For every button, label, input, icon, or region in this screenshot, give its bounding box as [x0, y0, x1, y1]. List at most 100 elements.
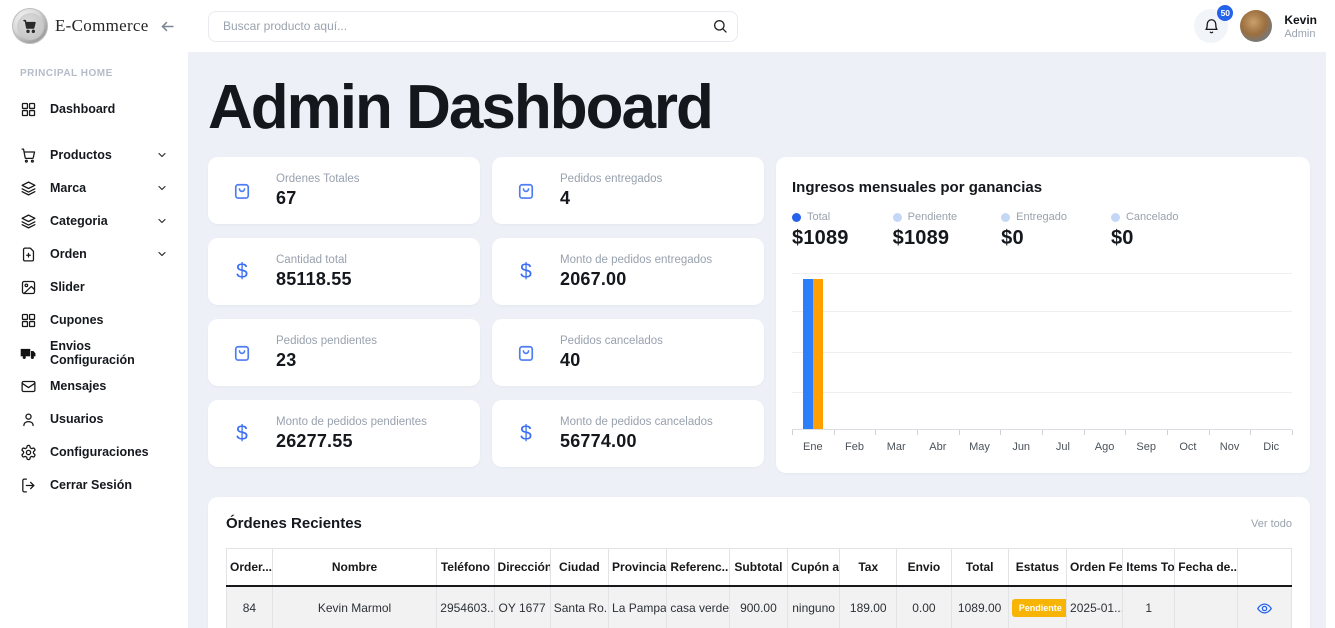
orders-title: Órdenes Recientes [226, 515, 362, 532]
view-all-link[interactable]: Ver todo [1251, 517, 1292, 530]
bar-total-ene[interactable] [802, 279, 813, 429]
legend-item-entregado[interactable]: Entregado $0 [1001, 211, 1067, 250]
col-header-total: Total [950, 548, 1009, 587]
stat-label: Monto de pedidos entregados [560, 253, 713, 266]
brand-header: E-Commerce [0, 0, 188, 52]
col-header-ciudad: Ciudad [549, 548, 610, 587]
legend-item-total[interactable]: Total $1089 [792, 211, 849, 250]
stat-label: Pedidos cancelados [560, 334, 663, 347]
sidebar-item-dashboard[interactable]: Dashboard [0, 93, 188, 125]
bar-group-ene[interactable] [802, 268, 823, 429]
bar-pendiente-ene[interactable] [812, 279, 823, 429]
legend-label: Cancelado [1125, 211, 1179, 223]
scrollbar-track[interactable] [1326, 52, 1335, 628]
col-header-actions [1236, 548, 1293, 587]
sidebar-item-label: Configuraciones [50, 445, 149, 459]
stat-value: 67 [276, 187, 297, 208]
sidebar-item-cerrar-sesion[interactable]: Cerrar Sesión [0, 469, 188, 501]
stat-label: Monto de pedidos cancelados [560, 415, 713, 428]
search-input[interactable] [208, 10, 738, 42]
legend-item-cancelado[interactable]: Cancelado $0 [1110, 211, 1179, 250]
sidebar-item-cupones[interactable]: Cupones [0, 304, 188, 336]
col-header-telefono: Teléfono [436, 548, 495, 587]
legend-label: Entregado [1016, 211, 1067, 223]
col-header-provincia: Provincia [608, 548, 668, 587]
legend-label: Pendiente [907, 211, 958, 223]
chart-legend: Total $1089 Pendiente $1089 Entregado $0 [792, 211, 1292, 250]
sidebar-item-slider[interactable]: Slider [0, 271, 188, 303]
stat-label: Pedidos entregados [560, 172, 663, 185]
grid-icon [21, 313, 36, 327]
col-header-order: Order... [226, 548, 273, 587]
sidebar-item-label: Envios Configuración [50, 339, 135, 367]
file-plus-icon [22, 246, 35, 262]
chart-title: Ingresos mensuales por ganancias [792, 179, 1043, 196]
cell-estatus: Pendiente [1007, 585, 1068, 628]
main-content: Admin Dashboard Ordenes Totales 67 Pedid… [188, 52, 1326, 628]
cell-provincia: La Pampa [608, 585, 668, 628]
col-header-orden-fecha: Orden Fe... [1066, 548, 1124, 587]
cell-nombre: Kevin Marmol [271, 585, 438, 628]
status-badge: Pendiente [1011, 599, 1066, 617]
sidebar-item-mensajes[interactable]: Mensajes [0, 370, 188, 402]
sidebar-item-label: Cupones [50, 313, 104, 327]
sidebar-item-configuraciones[interactable]: Configuraciones [0, 436, 188, 468]
cart-icon [21, 147, 36, 163]
chevron-down-icon[interactable] [156, 215, 168, 227]
legend-dot [892, 212, 902, 222]
cell-cupon: ninguno [787, 585, 841, 628]
month-label: Mar [886, 441, 906, 453]
legend-value: $1089 [792, 227, 849, 249]
bar-chart-plot [792, 268, 1292, 430]
month-label: Jul [1055, 441, 1070, 453]
view-order-eye-icon[interactable] [1256, 600, 1273, 617]
gear-icon [21, 444, 36, 460]
cell-envio: 0.00 [896, 585, 952, 628]
bag-icon [234, 183, 250, 199]
sidebar-item-usuarios[interactable]: Usuarios [0, 403, 188, 435]
stat-value: 85118.55 [276, 268, 352, 289]
sidebar-item-envios-configuracion[interactable]: Envios Configuración [0, 337, 188, 369]
chevron-down-icon[interactable] [156, 149, 168, 161]
notifications-button[interactable]: 50 [1194, 5, 1234, 43]
legend-item-pendiente[interactable]: Pendiente $1089 [892, 211, 958, 250]
topbar-user-area: 50 Kevin Admin [1194, 5, 1317, 43]
dollar-icon: $ [236, 259, 248, 283]
sidebar-item-label: Slider [50, 280, 85, 294]
image-icon [21, 280, 36, 294]
month-label: Oct [1179, 441, 1197, 453]
sidebar-item-marca[interactable]: Marca [0, 172, 188, 204]
legend-value: $1089 [892, 227, 950, 249]
cell-fecha-de [1174, 585, 1238, 628]
sidebar-item-productos[interactable]: Productos [0, 139, 188, 171]
dollar-icon: $ [520, 421, 532, 445]
avatar[interactable] [1240, 10, 1273, 42]
user-role: Admin [1284, 27, 1316, 40]
cart-logo-icon [16, 12, 44, 40]
stat-card-ordenes-totales: Ordenes Totales 67 [208, 157, 480, 224]
grid-icon [21, 102, 36, 116]
page-title: Admin Dashboard [208, 73, 714, 142]
chevron-down-icon[interactable] [156, 248, 168, 260]
sidebar-item-categoria[interactable]: Categoria [0, 205, 188, 237]
logout-icon [22, 477, 35, 493]
col-header-cupon: Cupón a... [787, 548, 841, 587]
chevron-down-icon[interactable] [156, 182, 168, 194]
recent-orders-card: Órdenes Recientes Ver todo Order... Nomb… [208, 497, 1310, 628]
brand-name: E-Commerce [55, 16, 149, 35]
sidebar-item-orden[interactable]: Orden [0, 238, 188, 270]
col-header-direccion: Dirección [493, 548, 551, 587]
stat-card-pedidos-entregados: Pedidos entregados 4 [492, 157, 764, 224]
stat-label: Cantidad total [276, 253, 347, 266]
gridline [792, 311, 1292, 313]
sidebar-collapse-icon[interactable] [157, 17, 176, 36]
month-label: Nov [1219, 441, 1240, 453]
notification-count-badge: 50 [1217, 5, 1234, 21]
col-header-nombre: Nombre [271, 548, 438, 587]
month-label: Feb [845, 441, 864, 453]
sidebar-item-label: Marca [50, 181, 87, 195]
x-axis-ticks [792, 430, 1293, 435]
cell-orden-fecha: 2025-01... [1066, 585, 1124, 628]
search-button[interactable] [712, 18, 728, 34]
legend-label: Total [807, 211, 831, 223]
